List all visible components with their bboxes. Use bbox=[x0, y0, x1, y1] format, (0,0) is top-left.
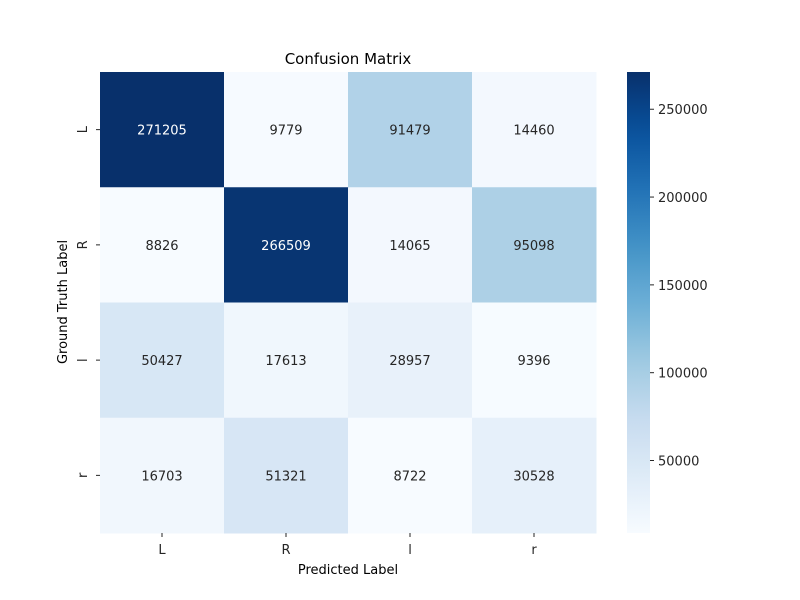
heatmap-cell-3-2 bbox=[348, 417, 473, 534]
cell-value-1-2: 14065 bbox=[389, 239, 430, 254]
x-tick-label-2: l bbox=[408, 543, 412, 558]
heatmap-cell-3-3 bbox=[472, 417, 597, 534]
heatmap-cell-0-3 bbox=[472, 72, 597, 188]
y-axis-title: Ground Truth Label bbox=[56, 240, 71, 364]
cell-value-3-3: 30528 bbox=[513, 469, 554, 484]
cell-value-0-2: 91479 bbox=[389, 124, 430, 139]
colorbar-tick-label-4: 250000 bbox=[658, 103, 708, 118]
colorbar-tick-label-2: 150000 bbox=[658, 279, 708, 294]
heatmap-cell-1-2 bbox=[348, 187, 473, 303]
heatmap-cell-1-0 bbox=[100, 187, 225, 303]
heatmap-cell-0-2 bbox=[348, 72, 473, 188]
x-tick-label-3: r bbox=[531, 543, 537, 558]
cell-value-1-0: 8826 bbox=[145, 239, 178, 254]
y-tick-label-2: l bbox=[76, 358, 91, 362]
heatmap-cell-1-3 bbox=[472, 187, 597, 303]
heatmap-cell-1-1 bbox=[224, 187, 349, 303]
colorbar-ticks: 50000 100000 150000 200000 250000 bbox=[650, 103, 708, 470]
cell-value-1-1: 266509 bbox=[261, 239, 311, 254]
heatmap-cell-2-0 bbox=[100, 302, 225, 419]
heatmap-cell-2-2 bbox=[348, 302, 473, 419]
colorbar bbox=[627, 72, 650, 533]
cell-value-0-1: 9779 bbox=[269, 124, 302, 139]
heatmap-cell-2-3 bbox=[472, 302, 597, 419]
cell-value-1-3: 95098 bbox=[513, 239, 554, 254]
y-tick-label-3: r bbox=[76, 472, 91, 478]
heatmap-cell-3-0 bbox=[100, 417, 225, 534]
x-tick-label-0: L bbox=[158, 543, 166, 558]
heatmap-cell-0-1 bbox=[224, 72, 349, 188]
y-axis-ticks: L Rl r bbox=[76, 125, 100, 478]
y-tick-label-0: L bbox=[76, 125, 91, 133]
colorbar-tick-label-1: 100000 bbox=[658, 367, 708, 382]
chart-title: Confusion Matrix bbox=[285, 50, 412, 68]
heatmap-cell-3-1 bbox=[224, 417, 349, 534]
cell-value-0-0: 271205 bbox=[137, 124, 187, 139]
cell-value-0-3: 14460 bbox=[513, 124, 554, 139]
cell-value-3-0: 16703 bbox=[141, 469, 182, 484]
cell-value-2-1: 17613 bbox=[265, 354, 306, 369]
cell-value-3-1: 51321 bbox=[265, 469, 306, 484]
cell-value-2-3: 9396 bbox=[517, 354, 550, 369]
y-tick-label-1: R bbox=[76, 240, 91, 249]
heatmap-cells: 271205 9779 91479 14460 8826 266509 14065 95098… bbox=[100, 72, 597, 534]
heatmap-cell-0-0 bbox=[100, 72, 225, 188]
x-tick-label-1: R bbox=[281, 543, 290, 558]
colorbar-tick-label-0: 50000 bbox=[658, 455, 699, 470]
cell-value-2-0: 50427 bbox=[141, 354, 182, 369]
cell-value-3-2: 8722 bbox=[393, 469, 426, 484]
heatmap-cell-2-1 bbox=[224, 302, 349, 419]
cell-value-2-2: 28957 bbox=[389, 354, 430, 369]
colorbar-tick-label-3: 200000 bbox=[658, 191, 708, 206]
x-axis-title: Predicted Label bbox=[298, 563, 398, 578]
